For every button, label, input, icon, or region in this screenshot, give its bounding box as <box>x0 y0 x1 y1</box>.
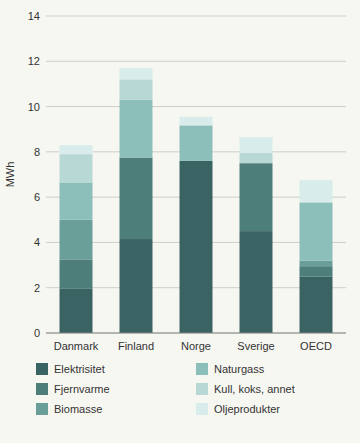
y-tick-label: 12 <box>28 55 40 67</box>
y-tick-label: 4 <box>34 236 40 248</box>
bar-segment <box>60 154 93 182</box>
bar-segment <box>300 276 333 333</box>
legend-label: Biomasse <box>54 403 102 415</box>
legend-label: Kull, koks, annet <box>214 383 295 395</box>
bar-segment <box>120 239 153 333</box>
series <box>60 161 333 333</box>
chart-container: 0 2 4 6 8 10 12 14 MWh Danmark Finland Norge Sverige… <box>0 0 360 443</box>
x-tick-label: OECD <box>300 340 332 352</box>
bar-segment <box>180 117 213 125</box>
bar-segment <box>180 161 213 333</box>
bar-segment <box>60 182 93 219</box>
legend-swatch <box>196 363 208 375</box>
series <box>60 79 333 202</box>
bar-segment <box>240 231 273 333</box>
legend-swatch <box>36 363 48 375</box>
chart: 0 2 4 6 8 10 12 14 MWh Danmark Finland Norge Sverige… <box>0 0 360 443</box>
legend-label: Fjernvarme <box>54 383 110 395</box>
x-tick-label: Sverige <box>237 340 274 352</box>
bar-segment <box>240 163 273 231</box>
bar-segment <box>300 202 333 203</box>
legend-swatch <box>196 383 208 395</box>
y-axis-label: MWh <box>4 162 16 188</box>
x-axis-line <box>46 333 346 334</box>
bar-segment <box>300 261 333 267</box>
y-tick-label: 8 <box>34 146 40 158</box>
y-tick-label: 6 <box>34 191 40 203</box>
series <box>60 158 333 289</box>
bar-segment <box>300 266 333 276</box>
legend-swatch <box>196 403 208 415</box>
bar-segment <box>300 180 333 202</box>
y-tick-label: 14 <box>28 10 40 22</box>
bar-segment <box>240 153 273 163</box>
legend-label: Oljeprodukter <box>214 403 280 415</box>
bar-segment <box>240 137 273 153</box>
bar-segment <box>180 126 213 161</box>
y-tick-label: 2 <box>34 282 40 294</box>
legend-label: Elektrisitet <box>54 363 105 375</box>
bar-segment <box>60 220 93 260</box>
bar-segment <box>60 145 93 154</box>
grid-line <box>46 333 346 334</box>
grid <box>46 16 346 333</box>
x-tick-label: Danmark <box>54 340 99 352</box>
grid-line <box>46 61 346 62</box>
bar-segment <box>120 158 153 240</box>
x-tick-label: Norge <box>181 340 211 352</box>
bar-segment <box>120 79 153 99</box>
legend-label: Naturgass <box>214 363 265 375</box>
legend-swatch <box>36 403 48 415</box>
bar-segment <box>300 203 333 261</box>
y-tick-label: 0 <box>34 327 40 339</box>
bars <box>60 68 333 333</box>
grid-line <box>46 16 346 17</box>
series <box>60 220 333 266</box>
bar-segment <box>120 68 153 79</box>
legend-swatch <box>36 383 48 395</box>
bar-segment <box>60 259 93 288</box>
x-tick-label: Finland <box>118 340 154 352</box>
bar-segment <box>180 125 213 126</box>
grid-line <box>46 106 346 107</box>
series <box>60 68 333 202</box>
legend: Elektrisitet Fjernvarme Biomasse Naturgass K… <box>36 363 295 415</box>
bar-segment <box>120 100 153 158</box>
series <box>60 100 333 261</box>
bar-segment <box>60 289 93 333</box>
y-tick-label: 10 <box>28 101 40 113</box>
